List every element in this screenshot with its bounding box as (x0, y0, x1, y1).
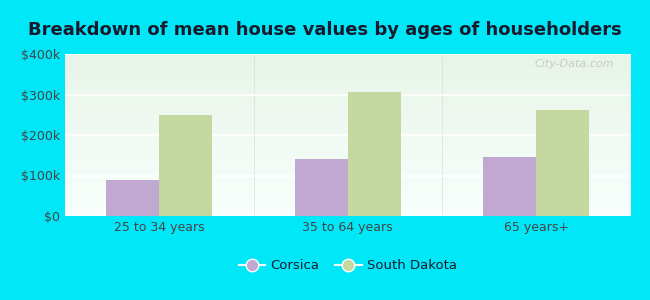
Text: Breakdown of mean house values by ages of householders: Breakdown of mean house values by ages o… (28, 21, 622, 39)
Bar (107, 179, 159, 216)
Bar (484, 157, 536, 216)
Text: City-Data.com: City-Data.com (534, 59, 614, 69)
Bar (348, 92, 400, 216)
Legend: Corsica, South Dakota: Corsica, South Dakota (233, 254, 462, 278)
Bar (536, 110, 589, 216)
Bar (295, 159, 348, 216)
Bar (159, 115, 212, 216)
